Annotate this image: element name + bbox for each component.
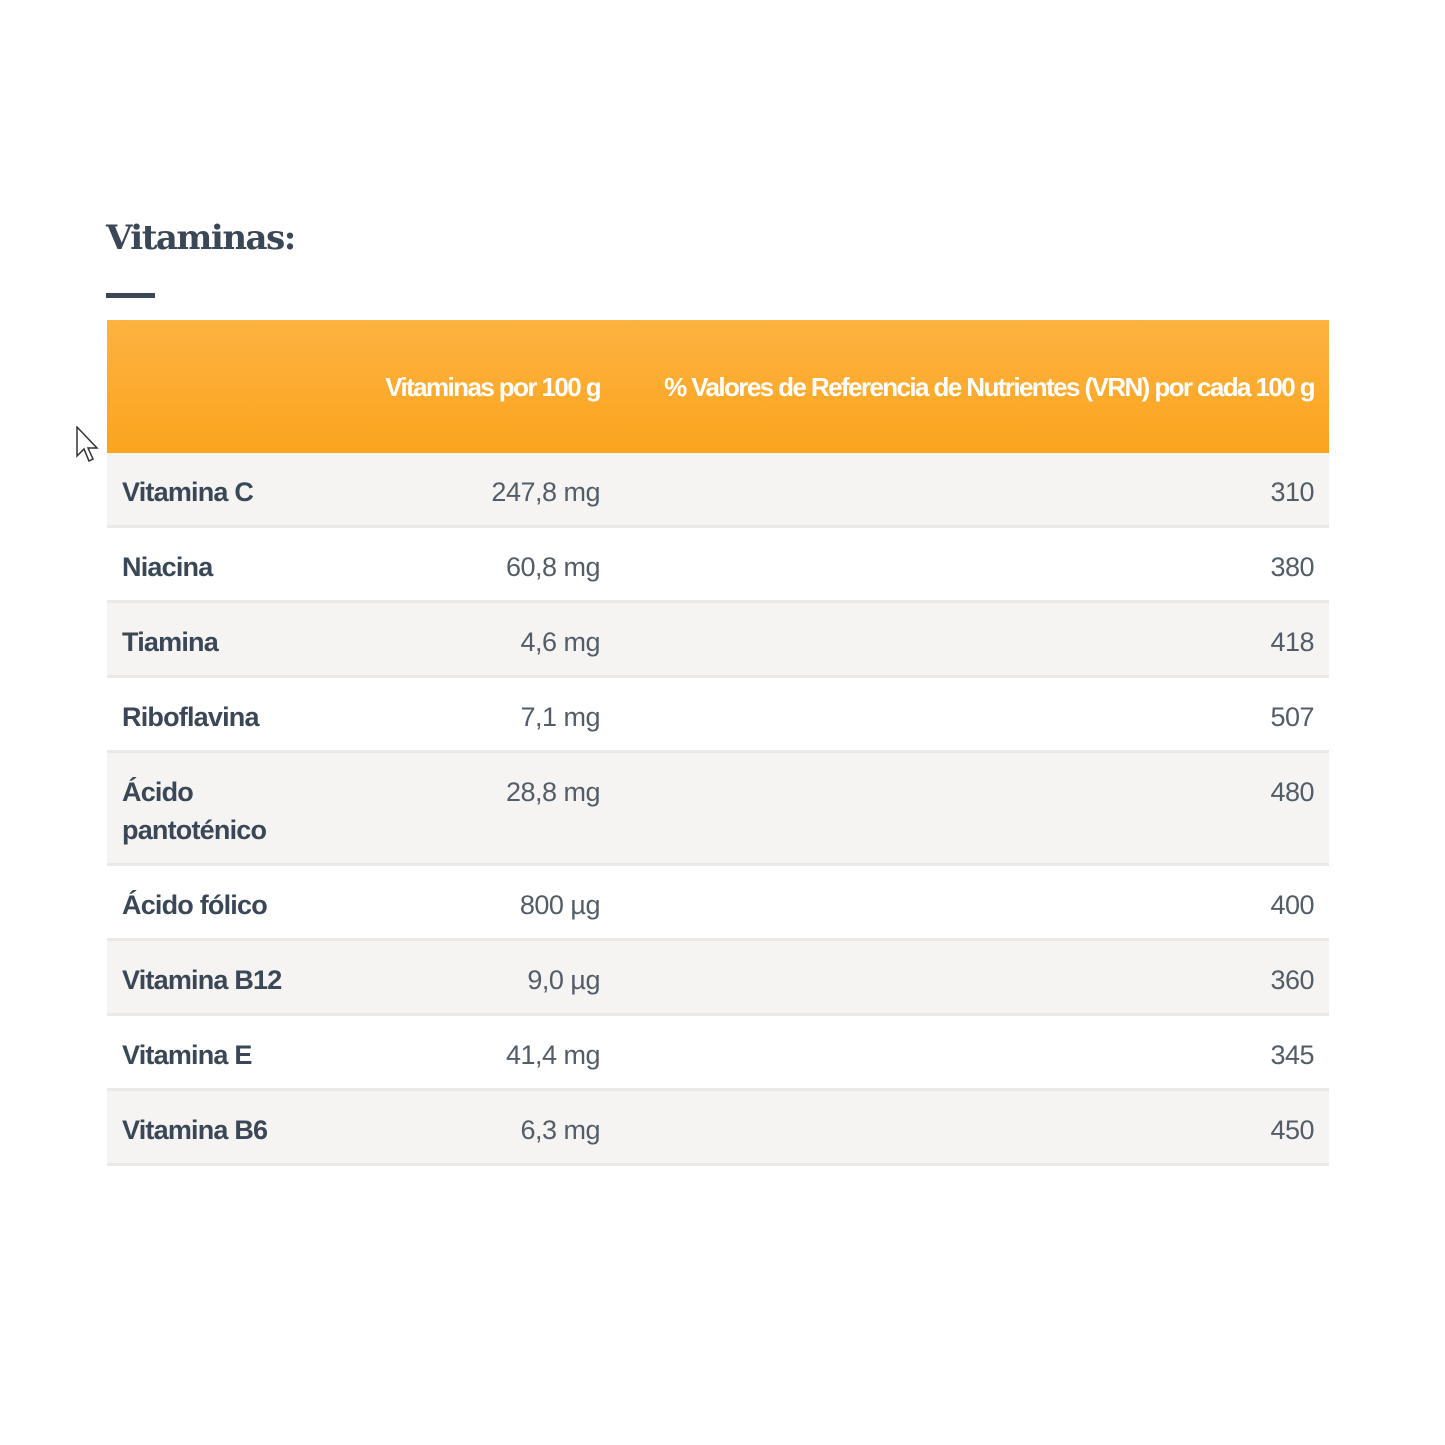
nutrient-amount: 60,8 mg (350, 526, 615, 603)
table-row: Ácido fólico 800 µg 400 (107, 864, 1329, 941)
table-row: Ácido pantoténico 28,8 mg 480 (107, 751, 1329, 866)
nutrient-vrn: 345 (615, 1014, 1329, 1091)
table-row: Niacina 60,8 mg 380 (107, 526, 1329, 603)
nutrient-vrn: 507 (615, 676, 1329, 753)
nutrient-vrn: 418 (615, 601, 1329, 678)
nutrient-vrn: 480 (615, 751, 1329, 866)
nutrient-amount: 800 µg (350, 864, 615, 941)
header-vrn: % Valores de Referencia de Nutrientes (V… (615, 320, 1329, 453)
nutrient-amount: 247,8 mg (350, 453, 615, 528)
nutrient-amount: 4,6 mg (350, 601, 615, 678)
nutrient-amount: 9,0 µg (350, 939, 615, 1016)
nutrient-name: Vitamina B12 (107, 939, 350, 1016)
mouse-cursor-icon (76, 426, 99, 463)
section-title: Vitaminas: (106, 218, 296, 258)
nutrient-name: Riboflavina (107, 676, 350, 753)
table-row: Vitamina C 247,8 mg 310 (107, 453, 1329, 528)
nutrient-amount: 6,3 mg (350, 1089, 615, 1166)
nutrient-name: Ácido fólico (107, 864, 350, 941)
table-row: Vitamina B6 6,3 mg 450 (107, 1089, 1329, 1166)
nutrient-amount: 41,4 mg (350, 1014, 615, 1091)
nutrient-vrn: 380 (615, 526, 1329, 603)
nutrient-vrn: 310 (615, 453, 1329, 528)
table-header-row: Vitaminas por 100 g % Valores de Referen… (107, 320, 1329, 453)
table-row: Vitamina E 41,4 mg 345 (107, 1014, 1329, 1091)
nutrient-amount: 28,8 mg (350, 751, 615, 866)
nutrient-name: Ácido pantoténico (107, 751, 350, 866)
nutrient-name: Niacina (107, 526, 350, 603)
nutrient-vrn: 360 (615, 939, 1329, 1016)
table-row: Tiamina 4,6 mg 418 (107, 601, 1329, 678)
table-row: Vitamina B12 9,0 µg 360 (107, 939, 1329, 1016)
vitamins-table: Vitaminas por 100 g % Valores de Referen… (107, 320, 1329, 1166)
header-nutrient (107, 320, 350, 453)
nutrient-vrn: 450 (615, 1089, 1329, 1166)
nutrient-name: Vitamina E (107, 1014, 350, 1091)
nutrient-name: Vitamina B6 (107, 1089, 350, 1166)
header-amount: Vitaminas por 100 g (350, 320, 615, 453)
nutrient-amount: 7,1 mg (350, 676, 615, 753)
nutrient-name: Vitamina C (107, 453, 350, 528)
nutrient-vrn: 400 (615, 864, 1329, 941)
nutrient-name: Tiamina (107, 601, 350, 678)
title-underline (106, 293, 155, 298)
table-row: Riboflavina 7,1 mg 507 (107, 676, 1329, 753)
